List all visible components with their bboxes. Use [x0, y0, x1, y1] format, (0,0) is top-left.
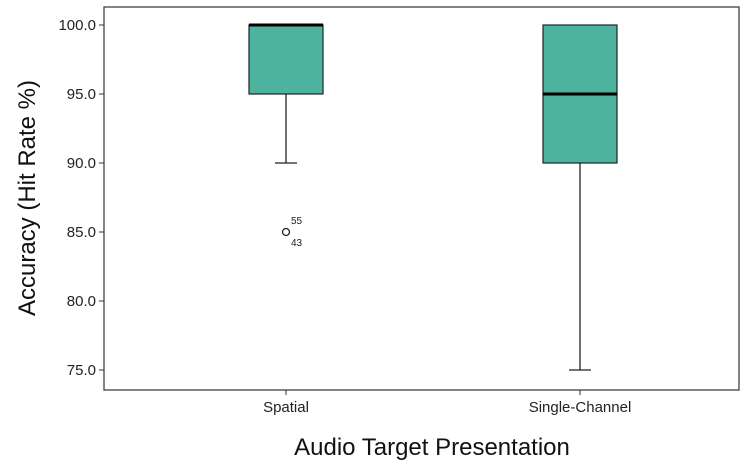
y-tick-label: 100.0	[58, 17, 96, 34]
y-tick-label: 95.0	[67, 86, 96, 103]
outlier-point	[281, 227, 291, 237]
x-tick-label: Spatial	[263, 399, 309, 416]
boxes-layer: 55 43	[248, 23, 618, 371]
y-tick-label: 80.0	[67, 293, 96, 310]
x-tick-label: Single-Channel	[529, 399, 632, 416]
outlier-label: 43	[291, 238, 303, 249]
y-axis-title: Accuracy (Hit Rate %)	[14, 80, 41, 316]
x-axis-ticks: Spatial Single-Channel	[263, 390, 631, 416]
plot-frame	[103, 6, 740, 391]
box-single-channel	[542, 24, 618, 371]
y-tick-label: 85.0	[67, 224, 96, 241]
y-tick-label: 90.0	[67, 155, 96, 172]
outlier-label: 55	[291, 216, 303, 227]
box-iqr	[248, 24, 324, 95]
box-spatial: 55 43	[248, 23, 324, 249]
y-axis-ticks: 75.0 80.0 85.0 90.0 95.0 100.0	[58, 17, 104, 379]
x-axis-title: Audio Target Presentation	[294, 434, 570, 461]
y-tick-label: 75.0	[67, 362, 96, 379]
